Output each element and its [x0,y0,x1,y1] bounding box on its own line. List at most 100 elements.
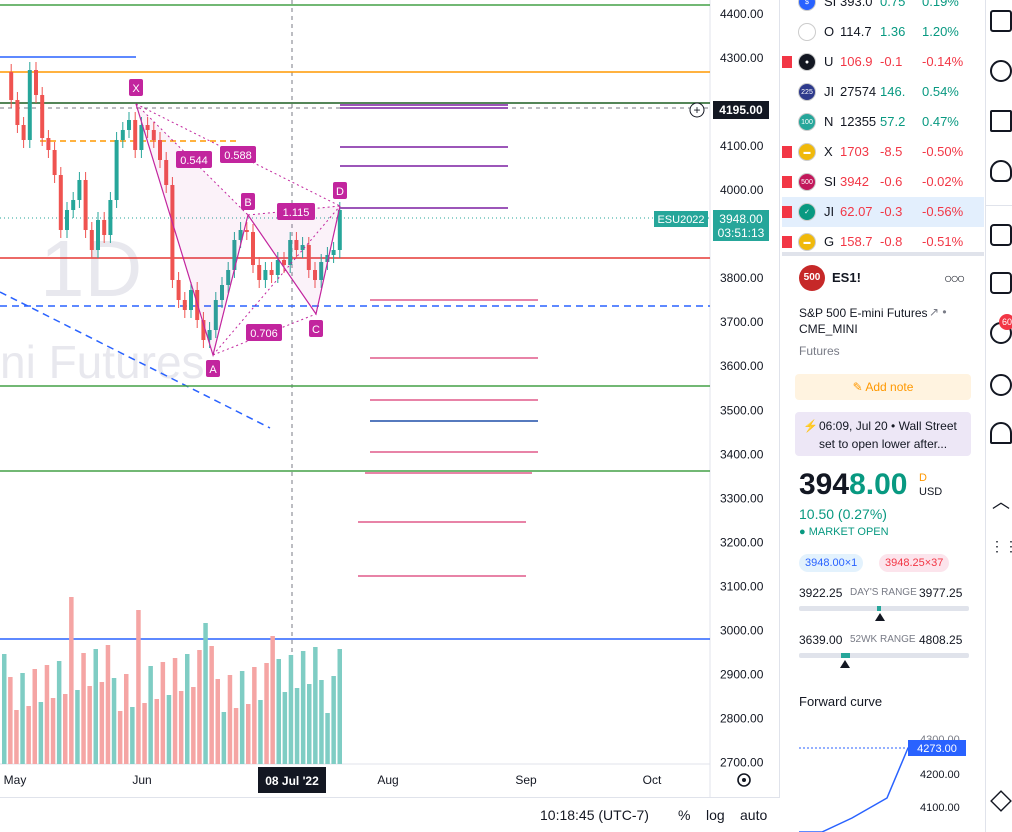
watchlist-icon[interactable] [990,10,1012,32]
right-toolbar: 60 ︿ ⋮⋮ [985,0,1012,832]
watchlist-row[interactable]: ▬ G 158.7 -0.8 -0.51% [782,227,984,257]
symbol-name[interactable]: S&P 500 E-mini Futures [799,306,928,320]
watchlist-percent: -0.50% [922,144,964,159]
watchlist-row[interactable]: 500 SI 3942 -0.6 -0.02% [782,167,984,197]
candle-body [238,230,243,240]
watchlist-row[interactable]: ● U 106.9 -0.1 -0.14% [782,47,984,77]
watchlist-symbol: N [824,114,834,129]
price-tick: 3400.00 [720,447,764,461]
flag-icon[interactable] [782,116,792,128]
fc-price-label: 4273.00 [917,743,957,755]
symbol-logo-icon: ● [798,53,816,71]
ideas-bulb-icon[interactable] [990,160,1012,182]
svg-text:1.115: 1.115 [283,207,310,219]
collapse-up-icon[interactable]: ︿ [992,492,1010,512]
broadcast-icon[interactable] [990,374,1012,396]
candle-body [288,240,293,265]
flag-icon[interactable] [782,0,792,8]
flag-icon[interactable] [782,176,792,188]
volume-bar [105,645,111,764]
auto-toggle[interactable]: auto [740,807,768,823]
layers-icon[interactable] [990,790,1012,812]
ratio-label-bcd[interactable]: 1.115 [277,203,315,220]
price-highlight: 8.00 [849,468,908,501]
flag-icon[interactable] [782,26,792,38]
week-range-bar [799,653,969,658]
dots-grid-icon[interactable]: ⋮⋮ [990,538,1012,554]
volume-bar [331,676,336,764]
price-session-flag: D [919,472,927,484]
ratio-label-xad[interactable]: 0.588 [220,146,256,163]
flag-icon[interactable] [782,236,792,248]
svg-text:X: X [132,83,140,95]
ratio-label-abc[interactable]: 0.706 [246,324,282,341]
volume-bar [111,678,117,764]
watchlist-symbol: G [824,234,835,249]
chart-pane[interactable]: 1D ni Futures [0,0,780,832]
candle-body [151,130,156,140]
price-chart[interactable]: 1D ni Futures [0,0,780,797]
pattern-point-a[interactable]: A [206,360,220,377]
volume-bar [282,692,288,764]
volume-bar [246,704,251,764]
time-tick: Sep [515,773,537,787]
flag-icon[interactable] [782,56,792,68]
pattern-point-b[interactable]: B [241,193,255,210]
candle-body [127,120,131,130]
pattern-point-x[interactable]: X [129,79,143,96]
price-tick: 4400.00 [720,7,764,21]
pattern-point-c[interactable]: C [309,320,323,337]
chat-icon[interactable] [990,224,1012,246]
notifications-bell-icon[interactable] [990,422,1012,444]
external-link-icon[interactable]: ↗ • [929,305,947,319]
candle-body [189,290,193,310]
watchlist-row[interactable]: ~ O 114.7 1.36 1.20% [782,17,984,47]
candle-body [77,180,82,200]
flag-icon[interactable] [782,206,792,218]
watchlist-row[interactable]: ▬ X 1703 -8.5 -0.50% [782,137,984,167]
alerts-clock-icon[interactable] [990,60,1012,82]
day-range-marker-icon [875,613,885,621]
watchlist-change: 0.75 [880,0,906,9]
watchlist-change: 57.2 [880,114,906,129]
watchlist-price: 393.0 [840,0,873,9]
candle-body [96,220,100,250]
news-item[interactable]: ⚡ 06:09, Jul 20 • Wall Street set to ope… [795,412,971,456]
volume-bar [166,695,172,764]
pattern-point-d[interactable]: D [333,182,347,199]
log-toggle[interactable]: log [706,807,725,823]
clock-timezone[interactable]: 10:18:45 (UTC-7) [540,807,649,823]
price-axis: 4400.00 4300.00 4100.00 4000.00 3800.00 3700.… [720,7,764,770]
price-display: 3948.00 [799,468,907,502]
watchlist-symbol: X [824,144,833,159]
percent-toggle[interactable]: % [678,807,691,823]
volume-bar [87,686,92,764]
symbol-ticker[interactable]: ES1! [832,270,861,285]
flag-icon[interactable] [782,86,792,98]
candle-body [27,70,32,140]
watchlist-price: 62.07 [840,204,873,219]
watchlist-row[interactable]: $ SI 393.0 0.75 0.19% [782,0,984,17]
symbol-exchange[interactable]: CME_MINI [799,322,858,336]
wk-low: 3639.00 [799,633,843,647]
ratio-label-xab[interactable]: 0.544 [176,151,212,168]
calendar-icon[interactable] [990,110,1012,132]
candle-body [251,232,255,265]
time-tick: Oct [643,773,662,787]
volume-bar [93,649,98,764]
add-note-button[interactable]: ✎ Add note [795,374,971,400]
symbol-logo-icon: ▬ [798,233,816,251]
settings-gear-icon[interactable] [737,773,751,787]
watchlist-change: -0.6 [880,174,903,189]
flag-icon[interactable] [782,146,792,158]
day-range: 3922.25 DAY'S RANGE 3977.25 [799,586,969,600]
messages-icon[interactable] [990,272,1012,294]
watchlist-row[interactable]: ✓ JI 62.07 -0.3 -0.56% [782,197,984,227]
market-status-text: MARKET OPEN [808,526,889,538]
more-options-icon[interactable]: ○○○ [944,270,965,286]
watchlist-row[interactable]: 100 N 12355 57.2 0.47% [782,107,984,137]
candle-body [108,200,113,235]
price-tick: 4100.00 [720,139,764,153]
news-headline: Wall Street set to open lower after... [819,419,957,451]
watchlist-row[interactable]: 225 JI 27574 146. 0.54% [782,77,984,107]
